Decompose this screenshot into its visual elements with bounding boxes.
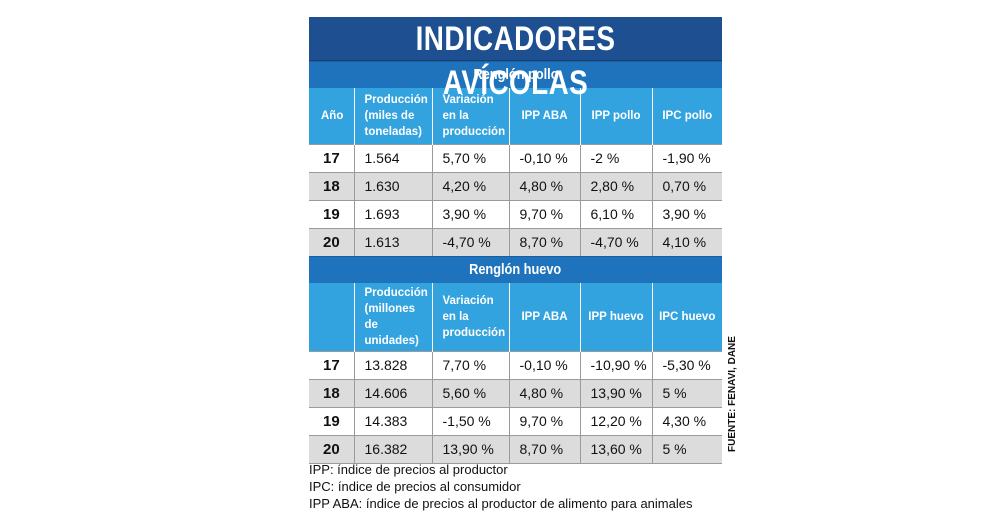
table-cell: 8,70 % (508, 434, 580, 463)
table-cell: 4,30 % (651, 406, 722, 435)
table-row: 19 1.693 3,90 % 9,70 % 6,10 % 3,90 % (309, 199, 722, 228)
table-cell: -10,90 % (579, 350, 652, 379)
footnote: IPC: índice de precios al consumidor (309, 479, 521, 494)
table-cell: 13,90 % (431, 434, 509, 463)
column-header: Variación en la producción (431, 282, 509, 351)
table-cell: 1.564 (353, 143, 432, 172)
table-cell: 1.693 (353, 199, 432, 228)
divider (309, 462, 722, 464)
table-cell: 1.630 (353, 171, 432, 200)
column-header: IPP ABA (508, 88, 580, 144)
table-header-row: Año Producción (miles de toneladas) Vari… (309, 88, 722, 144)
table-cell: 4,80 % (508, 378, 580, 407)
table-cell: 5 % (651, 434, 722, 463)
table-cell: 13.828 (353, 350, 432, 379)
table-cell: 7,70 % (431, 350, 509, 379)
table-cell: 3,90 % (431, 199, 509, 228)
table-cell: 3,90 % (651, 199, 722, 228)
column-header: Producción (miles de toneladas) (353, 88, 432, 144)
table-cell: -5,30 % (651, 350, 722, 379)
table-cell: 5,60 % (431, 378, 509, 407)
table-row: 17 1.564 5,70 % -0,10 % -2 % -1,90 % (309, 143, 722, 172)
year-cell: 20 (309, 434, 354, 463)
table-cell: 9,70 % (508, 199, 580, 228)
column-header: IPP ABA (508, 282, 580, 351)
table-row: 19 14.383 -1,50 % 9,70 % 12,20 % 4,30 % (309, 406, 722, 435)
table-cell: 13,90 % (579, 378, 652, 407)
column-header: IPP pollo (579, 88, 652, 144)
column-header: Variación en la producción (431, 88, 509, 144)
table-cell: 16.382 (353, 434, 432, 463)
year-cell: 17 (309, 143, 354, 172)
footnotes: IPP: índice de precios al productor IPC:… (309, 461, 692, 512)
year-cell: 17 (309, 350, 354, 379)
table-cell: -0,10 % (508, 350, 580, 379)
page-title: INDICADORES AVÍCOLAS (309, 17, 722, 102)
column-header: IPC pollo (651, 88, 722, 144)
table-header-row: Producción (millones de unidades) Variac… (309, 282, 722, 351)
table-cell: 9,70 % (508, 406, 580, 435)
table-cell: 14.606 (353, 378, 432, 407)
column-header: Producción (millones de unidades) (353, 282, 432, 351)
table-cell: 4,10 % (651, 227, 722, 256)
year-cell: 20 (309, 227, 354, 256)
table-pollo: Año Producción (miles de toneladas) Vari… (309, 88, 722, 256)
table-row: 17 13.828 7,70 % -0,10 % -10,90 % -5,30 … (309, 350, 722, 379)
table-huevo: Producción (millones de unidades) Variac… (309, 282, 722, 463)
column-header: IPP huevo (579, 282, 652, 351)
table-cell: 1.613 (353, 227, 432, 256)
year-cell: 19 (309, 199, 354, 228)
year-cell: 19 (309, 406, 354, 435)
table-row: 20 1.613 -4,70 % 8,70 % -4,70 % 4,10 % (309, 227, 722, 256)
table-row: 18 14.606 5,60 % 4,80 % 13,90 % 5 % (309, 378, 722, 407)
table-cell: 13,60 % (579, 434, 652, 463)
table-row: 18 1.630 4,20 % 4,80 % 2,80 % 0,70 % (309, 171, 722, 200)
table-cell: 5 % (651, 378, 722, 407)
table-cell: 2,80 % (579, 171, 652, 200)
table-cell: -0,10 % (508, 143, 580, 172)
table-cell: 6,10 % (579, 199, 652, 228)
table-cell: -4,70 % (579, 227, 652, 256)
table-cell: -4,70 % (431, 227, 509, 256)
table-cell: 4,20 % (431, 171, 509, 200)
column-header: Año (309, 88, 354, 144)
table-cell: 5,70 % (431, 143, 509, 172)
table-cell: 12,20 % (579, 406, 652, 435)
table-cell: -1,90 % (651, 143, 722, 172)
section-heading-huevo: Renglón huevo (309, 255, 722, 283)
footnote: IPP: índice de precios al productor (309, 462, 508, 477)
table-cell: -1,50 % (431, 406, 509, 435)
table-row: 20 16.382 13,90 % 8,70 % 13,60 % 5 % (309, 434, 722, 463)
table-cell: 0,70 % (651, 171, 722, 200)
table-cell: 8,70 % (508, 227, 580, 256)
year-cell: 18 (309, 171, 354, 200)
section-heading-pollo: Renglón pollo (309, 61, 722, 88)
column-header: IPC huevo (651, 282, 722, 351)
indicators-panel: INDICADORES AVÍCOLAS Renglón pollo Año P… (309, 17, 722, 464)
table-cell: -2 % (579, 143, 652, 172)
source-credit: FUENTE: FENAVI, DANE (727, 336, 738, 452)
table-cell: 4,80 % (508, 171, 580, 200)
year-cell: 18 (309, 378, 354, 407)
table-cell: 14.383 (353, 406, 432, 435)
footnote: IPP ABA: índice de precios al productor … (309, 496, 693, 511)
column-header (309, 282, 354, 351)
